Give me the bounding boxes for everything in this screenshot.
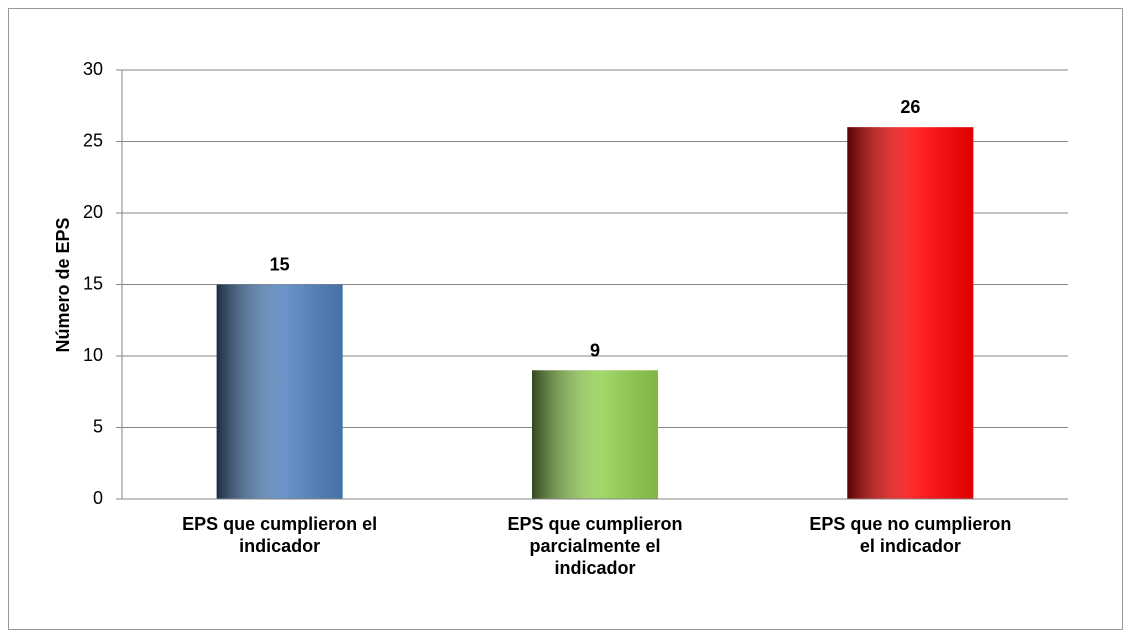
x-tick-label: EPS que no cumplieron el indicador (809, 514, 1011, 556)
bar-shade (847, 127, 974, 499)
x-tick-label: EPS que cumplieron el indicador (182, 514, 377, 556)
y-tick-label: 10 (83, 345, 103, 365)
bar-shade (532, 370, 658, 499)
y-tick-label: 30 (83, 59, 103, 79)
y-tick-label: 20 (83, 202, 103, 222)
x-tick-label: EPS que cumplieron parcialmente el indicad… (507, 514, 682, 578)
y-tick-label: 5 (93, 416, 103, 436)
data-label: 15 (270, 255, 290, 275)
y-tick-label: 0 (93, 488, 103, 508)
bar-shade (216, 284, 343, 499)
data-label: 26 (900, 97, 920, 117)
y-tick-label: 25 (83, 130, 103, 150)
y-tick-label: 15 (83, 273, 103, 293)
y-axis-label: Número de EPS (53, 217, 73, 352)
data-label: 9 (590, 340, 600, 360)
